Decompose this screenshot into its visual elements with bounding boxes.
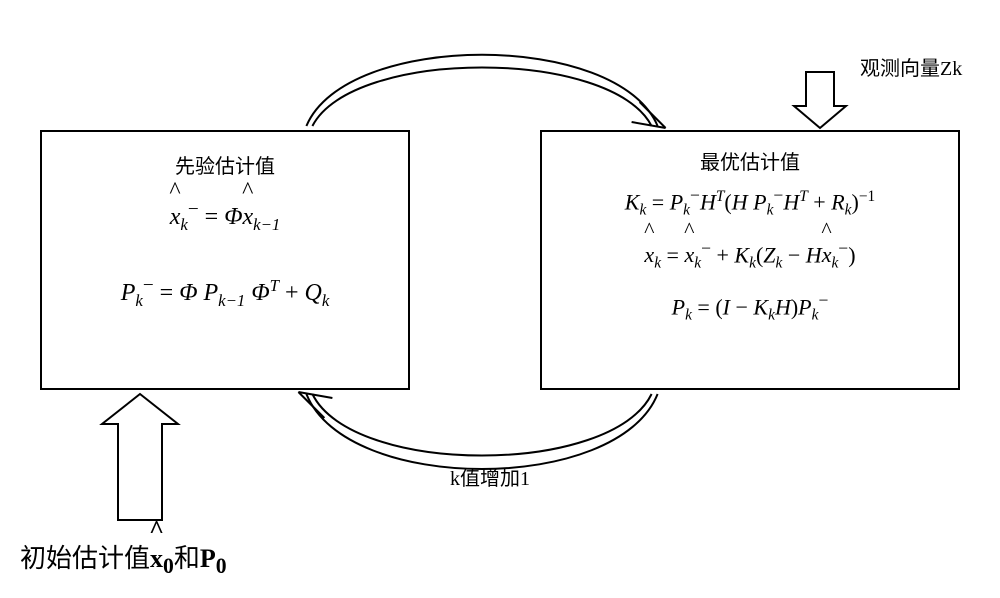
optimal-eq-1: Kk = Pk−HT(H Pk−HT + Rk)−1: [542, 185, 958, 220]
prior-box-title: 先验估计值: [42, 150, 408, 179]
optimal-estimate-box: 最优估计值 Kk = Pk−HT(H Pk−HT + Rk)−1 xk = xk…: [540, 130, 960, 390]
optimal-eq-2: xk = xk− + Kk(Zk − Hxk−): [542, 238, 958, 273]
prior-eq-2: Pk− = Φ Pk−1 ΦT + Qk: [42, 275, 408, 311]
optimal-eq-3: Pk = (I − KkH)Pk−: [542, 290, 958, 325]
prior-eq-1: xk− = Φxk−1: [42, 199, 408, 235]
initial-estimate-label: 初始估计值x0和P0: [20, 538, 227, 579]
prior-estimate-box: 先验估计值 xk− = Φxk−1 Pk− = Φ Pk−1 ΦT + Qk: [40, 130, 410, 390]
optimal-box-title: 最优估计值: [542, 146, 958, 175]
diagram-stage: 先验估计值 xk− = Φxk−1 Pk− = Φ Pk−1 ΦT + Qk 最…: [0, 0, 1000, 598]
observation-label: 观测向量Zk: [860, 52, 962, 81]
k-increment-label: k值增加1: [450, 462, 530, 491]
